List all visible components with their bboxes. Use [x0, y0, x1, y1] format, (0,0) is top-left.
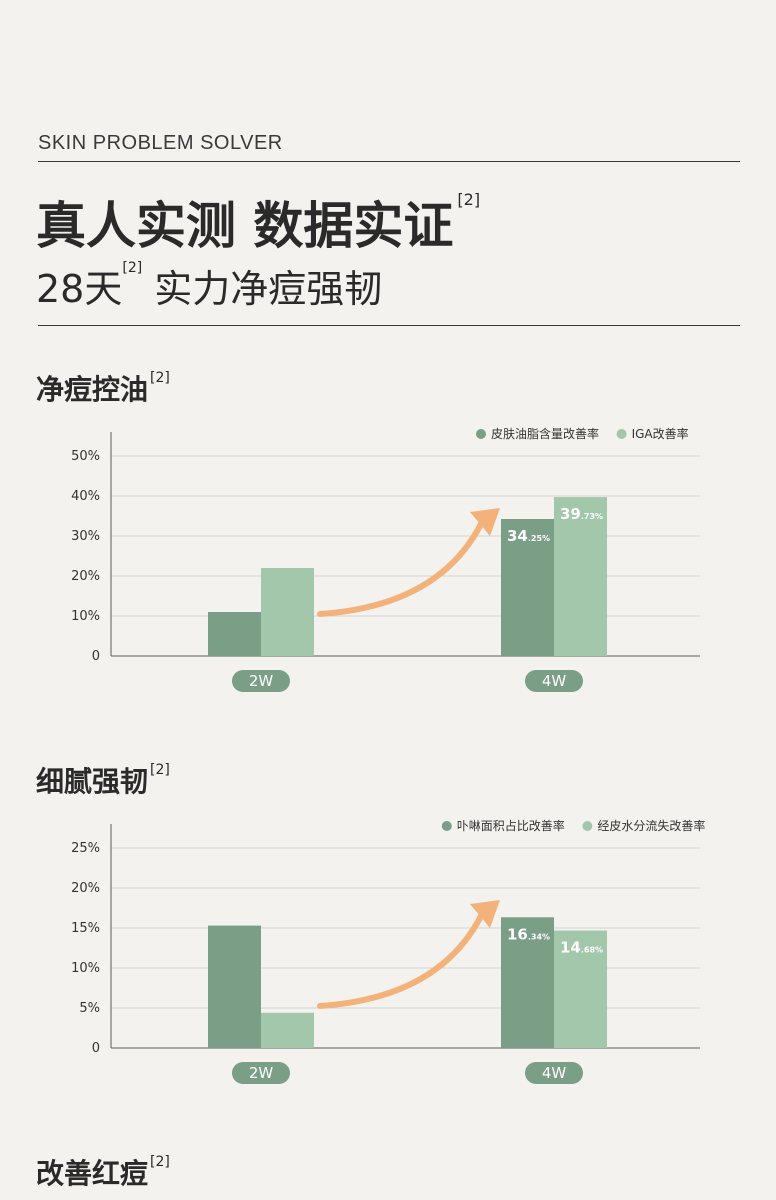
bar — [208, 612, 261, 656]
category-pill — [232, 670, 290, 692]
top-divider — [38, 161, 740, 162]
category-pill — [232, 1062, 290, 1084]
legend-marker — [476, 429, 486, 439]
sub-rest: 实力净痘强韧 — [154, 267, 383, 311]
eyebrow-text: SKIN PROBLEM SOLVER — [38, 132, 283, 154]
bar — [501, 519, 554, 656]
y-tick-label: 25% — [71, 841, 100, 856]
category-label: 2W — [249, 672, 274, 690]
bar-value-label: 39.73% — [560, 505, 603, 523]
bar — [554, 497, 607, 656]
subheadline: 28天[2] 实力净痘强韧 — [36, 258, 382, 313]
category-label: 4W — [542, 672, 567, 690]
growth-arrow — [317, 900, 500, 1009]
y-tick-label: 30% — [71, 529, 100, 544]
section-title-fine-strong: 细腻强韧 [2] — [36, 760, 170, 800]
legend-label: 卟啉面积占比改善率 — [457, 818, 565, 833]
category-label: 2W — [249, 1064, 274, 1082]
bar — [261, 1012, 314, 1048]
bar — [554, 930, 607, 1048]
category-pill — [525, 1062, 583, 1084]
legend-marker — [582, 821, 593, 831]
bar — [261, 568, 314, 656]
y-tick-label: 20% — [71, 569, 100, 584]
section-ref: [2] — [150, 370, 170, 386]
bar-value-label: 16.34% — [507, 925, 550, 943]
legend-label: 皮肤油脂含量改善率 — [491, 426, 599, 441]
arrow-shaft — [317, 911, 485, 1009]
y-tick-label: 10% — [71, 609, 100, 624]
y-tick-label: 0 — [92, 649, 100, 664]
category-label: 4W — [542, 1064, 567, 1082]
section-ref: [2] — [150, 1154, 170, 1170]
bar-value-label: 14.68% — [560, 939, 603, 957]
chart-acne-oil: 50% 40% 30% 20% 10% 0 皮肤油脂含量改善率 IGA改善率 2W 34.25% 3… — [71, 426, 700, 692]
sub-ref: [2] — [122, 260, 143, 276]
bar — [208, 925, 261, 1048]
legend-label: 经皮水分流失改善率 — [597, 818, 705, 833]
section-title-text: 净痘控油 — [36, 373, 149, 406]
y-tick-label: 5% — [79, 1001, 100, 1016]
y-tick-label: 0 — [92, 1041, 100, 1056]
section-title-red-acne: 改善红痘 [2] — [36, 1152, 170, 1192]
headline: 真人实测 数据实证 [2] — [36, 186, 480, 258]
section-title-text: 细腻强韧 — [36, 765, 149, 798]
category-pill — [525, 670, 583, 692]
sub-days: 28天 — [36, 267, 123, 311]
headline-ref: [2] — [457, 190, 481, 209]
y-tick-label: 50% — [71, 449, 100, 464]
arrow-head — [470, 508, 500, 536]
y-tick-label: 40% — [71, 489, 100, 504]
legend-label: IGA改善率 — [632, 426, 689, 441]
growth-arrow — [317, 508, 500, 617]
bottom-divider — [38, 325, 740, 326]
section-title-text: 改善红痘 — [36, 1157, 149, 1190]
bar-value-label: 34.25% — [507, 527, 550, 545]
chart-fine-strong: 25% 20% 15% 10% 5% 0 卟啉面积占比改善率 经皮水分流失改善率 2W 16.34… — [71, 818, 705, 1084]
section-ref: [2] — [150, 762, 170, 778]
section-title-acne-oil: 净痘控油 [2] — [36, 368, 170, 408]
headline-text: 真人实测 数据实证 — [36, 197, 454, 255]
y-tick-label: 10% — [71, 961, 100, 976]
legend-marker — [441, 821, 452, 831]
y-tick-label: 15% — [71, 921, 100, 936]
y-tick-label: 20% — [71, 881, 100, 896]
legend-marker — [616, 429, 627, 439]
arrow-shaft — [317, 519, 485, 617]
bar — [501, 917, 554, 1048]
arrow-head — [470, 900, 500, 928]
